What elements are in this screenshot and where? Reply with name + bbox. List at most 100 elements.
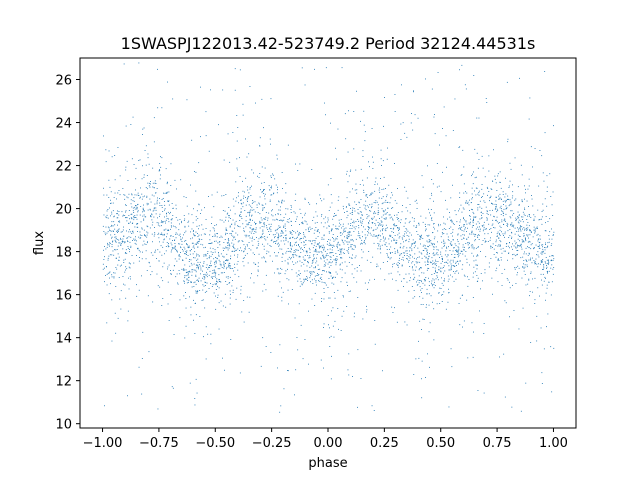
data-point: [377, 207, 379, 209]
data-point: [551, 204, 553, 206]
data-point: [533, 260, 535, 261]
data-point: [216, 233, 218, 234]
data-point: [378, 235, 380, 237]
data-point: [216, 262, 217, 264]
data-point: [129, 251, 130, 253]
data-point: [443, 228, 445, 230]
data-point: [405, 190, 407, 192]
data-point: [434, 267, 436, 269]
data-point: [495, 219, 496, 221]
data-point: [439, 287, 441, 289]
data-point: [111, 224, 112, 226]
data-point: [346, 241, 348, 243]
data-point: [208, 266, 209, 268]
data-point: [222, 210, 224, 211]
data-point: [528, 240, 530, 242]
data-point: [553, 258, 555, 260]
data-point: [137, 223, 139, 224]
data-point: [206, 273, 208, 275]
data-point: [414, 241, 416, 243]
data-point: [402, 238, 404, 240]
data-point: [435, 253, 437, 255]
data-point: [193, 269, 195, 271]
data-point: [450, 266, 452, 268]
data-point: [264, 193, 266, 195]
data-point: [229, 225, 231, 227]
data-point: [282, 232, 284, 234]
data-point: [486, 210, 488, 212]
data-point: [397, 252, 399, 254]
data-point: [410, 277, 411, 279]
data-point: [366, 205, 368, 207]
data-point: [465, 88, 467, 90]
data-point: [546, 266, 548, 268]
data-point: [376, 201, 378, 203]
data-point: [545, 292, 547, 294]
data-point: [452, 231, 454, 233]
data-point: [465, 221, 467, 223]
data-point: [331, 355, 332, 357]
data-point: [227, 245, 229, 246]
data-point: [189, 296, 190, 298]
data-point: [301, 262, 303, 263]
data-point: [325, 262, 327, 264]
data-point: [453, 257, 455, 258]
data-point: [228, 264, 230, 266]
data-point: [239, 69, 241, 71]
data-point: [528, 237, 529, 239]
data-point: [389, 248, 390, 250]
data-point: [116, 198, 117, 200]
data-point: [127, 197, 129, 199]
data-point: [429, 244, 431, 246]
data-point: [510, 223, 512, 225]
data-point: [263, 189, 264, 191]
data-point: [313, 244, 315, 246]
data-point: [368, 206, 369, 208]
data-point: [276, 218, 277, 220]
data-point: [428, 208, 429, 210]
data-point: [394, 235, 396, 236]
data-point: [475, 264, 477, 266]
data-point: [322, 254, 324, 256]
data-point: [328, 278, 330, 279]
data-point: [122, 229, 124, 231]
data-point: [516, 274, 518, 276]
data-point: [377, 222, 379, 223]
data-point: [184, 277, 186, 279]
data-point: [490, 188, 492, 190]
data-point: [449, 212, 450, 213]
data-point: [515, 267, 517, 268]
data-point: [524, 229, 525, 231]
data-point: [472, 209, 473, 211]
data-point: [237, 195, 239, 197]
data-point: [414, 296, 416, 298]
data-point: [286, 250, 288, 252]
data-point: [143, 174, 145, 176]
data-point: [545, 257, 547, 258]
data-point: [196, 225, 198, 227]
data-point: [309, 271, 311, 273]
data-point: [185, 269, 187, 271]
data-point: [357, 406, 358, 408]
data-point: [144, 235, 146, 236]
data-point: [229, 245, 231, 247]
data-point: [552, 235, 554, 236]
data-point: [463, 166, 465, 168]
data-point: [402, 256, 404, 258]
data-point: [164, 192, 166, 194]
x-tick-label: 0.75: [483, 436, 512, 451]
data-point: [463, 192, 465, 194]
data-point: [542, 248, 544, 250]
data-point: [419, 286, 421, 288]
data-point: [277, 213, 279, 215]
data-point: [176, 233, 178, 235]
data-point: [436, 303, 438, 305]
data-point: [536, 263, 538, 265]
data-point: [270, 226, 272, 227]
data-point: [191, 269, 193, 271]
data-point: [328, 231, 330, 233]
data-point: [340, 251, 342, 253]
data-point: [303, 235, 305, 237]
data-point: [365, 194, 367, 196]
data-point: [234, 213, 236, 215]
